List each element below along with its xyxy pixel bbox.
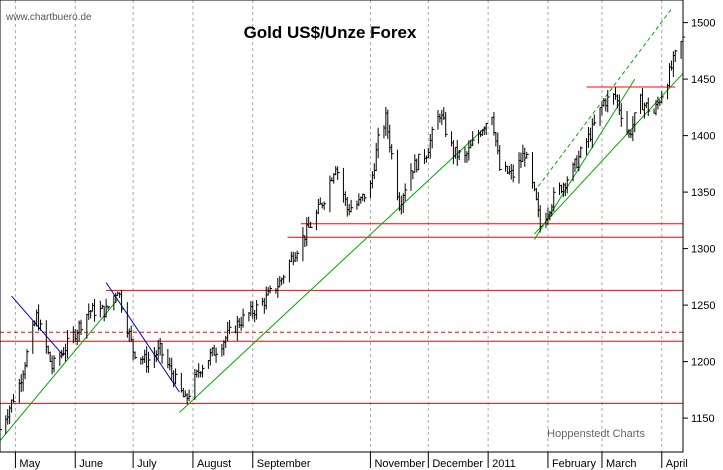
ohlc-bar	[188, 389, 192, 402]
plot-frame	[0, 0, 684, 453]
ohlc-bar	[674, 49, 678, 62]
ohlc-bar	[485, 122, 489, 136]
y-tick-label: 1450	[691, 74, 715, 86]
y-tick-label: 1300	[691, 244, 715, 256]
ohlc-bar	[580, 146, 583, 159]
trendline	[11, 295, 65, 357]
ohlc-bar	[377, 127, 381, 159]
ohlc-bar	[404, 183, 408, 202]
ohlc-bar	[40, 319, 43, 331]
x-tick-label: July	[137, 458, 157, 470]
ohlc-bar	[391, 144, 394, 160]
price-bars	[0, 30, 685, 435]
ohlc-bar	[296, 250, 300, 262]
ohlc-bar	[134, 351, 138, 360]
ohlc-bar	[566, 176, 570, 194]
ohlc-bar	[283, 274, 286, 284]
ohlc-bar	[256, 300, 259, 320]
ohlc-bar	[121, 289, 124, 313]
ohlc-bar	[418, 153, 421, 170]
x-tick-label: September	[257, 458, 311, 470]
ohlc-bar	[175, 368, 178, 385]
ohlc-bar	[647, 97, 651, 116]
ohlc-bar	[539, 205, 543, 233]
ohlc-bar	[161, 342, 165, 364]
x-tick-label: August	[197, 458, 231, 470]
x-tick-label: February	[552, 458, 597, 470]
trendline	[179, 126, 487, 413]
ohlc-bar	[337, 166, 340, 180]
ohlc-bar	[310, 221, 313, 229]
ohlc-bar	[67, 329, 70, 359]
ohlc-bar	[634, 112, 637, 133]
ohlc-bar	[458, 149, 462, 161]
x-tick-label: March	[606, 458, 637, 470]
ohlc-bar	[661, 91, 664, 104]
ohlc-bar	[512, 164, 516, 183]
ohlc-bar	[593, 114, 597, 126]
y-tick-label: 1150	[691, 413, 715, 425]
ohlc-bar	[607, 90, 610, 113]
ohlc-bar	[229, 320, 232, 335]
trendline	[534, 73, 684, 235]
trendline	[105, 282, 180, 393]
ohlc-bar	[350, 199, 354, 213]
ohlc-bar	[215, 347, 219, 363]
y-tick-label: 1500	[691, 18, 715, 30]
ohlc-bar	[364, 194, 367, 202]
credit-text: Hoppenstedt Charts	[547, 428, 645, 440]
ohlc-bar	[202, 364, 205, 378]
ohlc-bar	[80, 319, 84, 336]
y-tick-label: 1200	[691, 357, 715, 369]
ohlc-bar	[288, 259, 292, 283]
ohlc-bar	[107, 305, 111, 310]
ohlc-bar	[620, 103, 624, 127]
x-tick-label: 2011	[492, 458, 516, 470]
y-tick-label: 1400	[691, 131, 715, 143]
trendline	[537, 8, 672, 187]
ohlc-bar	[499, 145, 502, 171]
watermark-text: www.chartbuero.de	[5, 12, 92, 23]
ohlc-bar	[472, 131, 475, 147]
ohlc-bar	[323, 201, 327, 210]
chart-title: Gold US$/Unze Forex	[244, 23, 417, 42]
trendline	[0, 299, 119, 442]
ohlc-bar	[13, 394, 16, 403]
ohlc-bar	[148, 351, 151, 373]
ohlc-bar	[94, 298, 97, 322]
ohlc-bar	[445, 111, 448, 138]
x-tick-label: June	[79, 458, 103, 470]
ohlc-bar	[26, 349, 30, 368]
annotation-lines	[0, 8, 684, 442]
x-tick-label: November	[374, 458, 425, 470]
ohlc-bar	[99, 300, 103, 318]
ohlc-bar	[269, 285, 273, 294]
gridlines	[14, 0, 663, 452]
ohlc-bar	[53, 355, 57, 373]
y-tick-label: 1250	[691, 300, 715, 312]
ohlc-bar	[242, 308, 246, 328]
ohlc-bar	[431, 126, 435, 149]
x-tick-label: April	[666, 458, 688, 470]
y-tick-label: 1350	[691, 187, 715, 199]
x-tick-label: May	[19, 458, 40, 470]
ohlc-bar	[526, 152, 529, 159]
ohlc-bar	[553, 187, 556, 212]
x-tick-label: December	[432, 458, 483, 470]
